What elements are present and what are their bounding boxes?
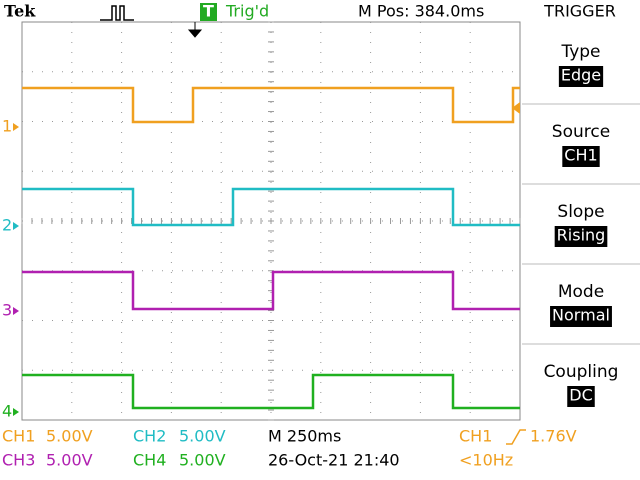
menu-value-box [554, 226, 608, 247]
acquire-icon [100, 5, 134, 21]
channel-marker: 1 [2, 117, 12, 136]
trigger-icon-box [200, 3, 217, 21]
ch1-label: CH1 [2, 427, 35, 446]
trigger-source: CH1 [459, 427, 492, 446]
ch3-scale: 5.00V [46, 451, 93, 470]
marker-arrow [13, 222, 19, 230]
marker-arrow [13, 408, 19, 416]
menu-label: Coupling [544, 362, 619, 382]
timebase: M 250ms [268, 427, 341, 446]
menu-label: Mode [558, 282, 604, 302]
frequency: <10Hz [459, 451, 513, 470]
menu-value: Edge [561, 66, 601, 85]
trace-ch2 [22, 187, 520, 227]
trace-ch3 [22, 270, 520, 311]
trigger-level-marker [512, 102, 520, 114]
menu-label: Slope [557, 202, 604, 222]
ch1-scale: 5.00V [46, 427, 93, 446]
menu-value-box [550, 306, 612, 327]
channel-marker: 2 [2, 216, 12, 235]
position: M Pos: 384.0ms [358, 2, 484, 21]
ch2-label: CH2 [133, 427, 166, 446]
menu-label: Type [560, 42, 600, 62]
menu-value: CH1 [564, 146, 597, 165]
marker-arrow [13, 307, 19, 315]
side-menu: Type Edge Source CH1 Slope Rising Mode Normal Co… [522, 42, 640, 407]
graticule [21, 21, 521, 421]
trace-ch1 [22, 86, 520, 124]
menu-value: DC [569, 386, 593, 405]
menu-value-box [558, 66, 604, 87]
brand: Tek [4, 2, 36, 21]
traces [22, 86, 520, 410]
channel-marker: 3 [2, 301, 12, 320]
ch4-label: CH4 [133, 451, 166, 470]
menu-value: Normal [552, 306, 610, 325]
menu-title: TRIGGER [543, 2, 616, 21]
ch2-scale: 5.00V [179, 427, 226, 446]
trace-ch4 [22, 373, 520, 410]
datetime: 26-Oct-21 21:40 [268, 451, 400, 470]
trigger-status: Trig'd [225, 2, 269, 21]
trigger-position-marker [187, 22, 203, 38]
menu-value: Rising [557, 226, 606, 245]
menu-value-box [567, 386, 595, 407]
trigger-level: 1.76V [530, 427, 577, 446]
ch4-scale: 5.00V [179, 451, 226, 470]
slope-icon [506, 429, 526, 445]
channel-marker: 4 [2, 402, 12, 421]
menu-label: Source [552, 122, 610, 142]
ch3-label: CH3 [2, 451, 35, 470]
marker-arrow [13, 123, 19, 131]
menu-value-box [562, 146, 600, 167]
trigger-icon: T [203, 2, 214, 21]
